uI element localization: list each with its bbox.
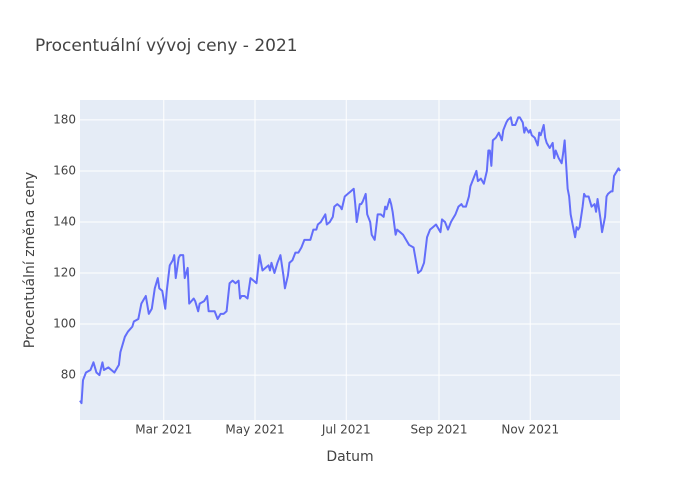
- y-tick-label: 160: [53, 163, 76, 177]
- x-axis-title: Datum: [326, 449, 373, 465]
- plot-area: [80, 100, 620, 420]
- y-tick-label: 100: [53, 317, 76, 331]
- chart-title: Procentuální vývoj ceny - 2021: [35, 36, 298, 56]
- x-tick-label: Sep 2021: [411, 423, 468, 437]
- x-tick-label: Mar 2021: [135, 423, 192, 437]
- x-tick-label: Nov 2021: [501, 423, 559, 437]
- x-tick-label: Jul 2021: [321, 423, 371, 437]
- line-series: [79, 116, 621, 405]
- y-tick-label: 80: [61, 368, 76, 382]
- y-tick-label: 180: [53, 112, 76, 126]
- y-tick-label: 140: [53, 214, 76, 228]
- y-axis-title: Procentuální změna ceny: [22, 172, 38, 348]
- x-tick-label: May 2021: [225, 423, 284, 437]
- y-tick-label: 120: [53, 266, 76, 280]
